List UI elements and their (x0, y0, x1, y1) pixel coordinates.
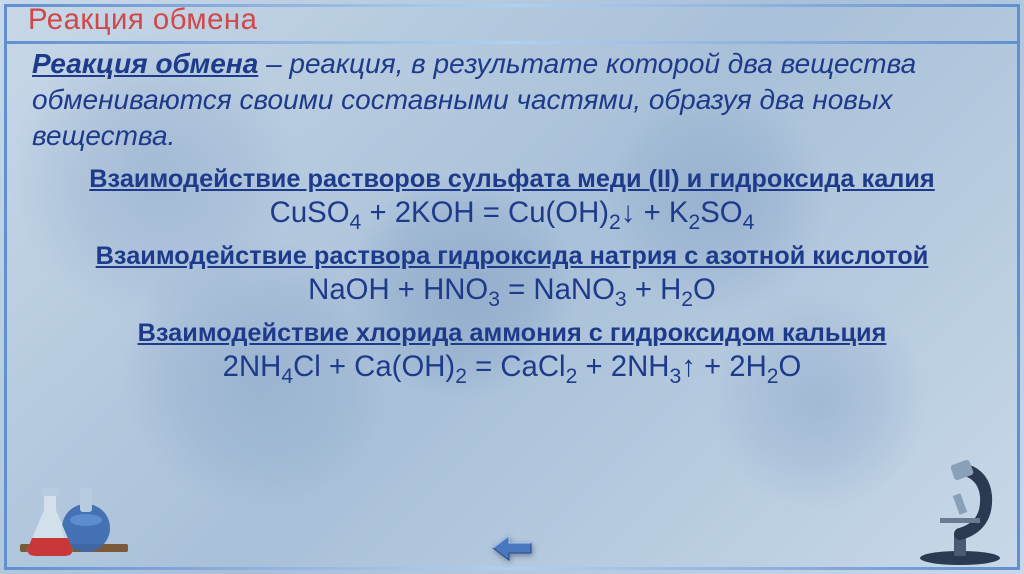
slide-title: Реакция обмена (28, 3, 257, 37)
slide: Реакция обмена Реакция обмена – реакция,… (0, 0, 1024, 574)
definition-paragraph: Реакция обмена – реакция, в результате к… (28, 46, 996, 153)
section-1-equation: CuSO4 + 2KOH = Cu(OH)2↓ + K2SO4 (28, 196, 996, 230)
nav-back-button[interactable] (491, 532, 533, 564)
flasks-icon (14, 466, 134, 566)
section-1: Взаимодействие растворов сульфата меди (… (28, 159, 996, 230)
arrow-left-icon (491, 533, 533, 563)
section-3-heading: Взаимодействие хлорида аммония с гидрокс… (28, 319, 996, 348)
section-3: Взаимодействие хлорида аммония с гидрокс… (28, 313, 996, 384)
section-2: Взаимодействие раствора гидроксида натри… (28, 236, 996, 307)
microscope-icon (910, 456, 1010, 566)
section-2-equation: NaOH + HNO3 = NaNO3 + H2O (28, 273, 996, 307)
section-1-heading: Взаимодействие растворов сульфата меди (… (28, 165, 996, 194)
title-bar: Реакция обмена (0, 0, 1024, 40)
slide-content: Реакция обмена – реакция, в результате к… (0, 40, 1024, 384)
section-3-equation: 2NH4Cl + Ca(OH)2 = CaCl2 + 2NH3↑ + 2H2O (28, 350, 996, 384)
definition-term: Реакция обмена (32, 48, 258, 79)
section-2-heading: Взаимодействие раствора гидроксида натри… (28, 242, 996, 271)
